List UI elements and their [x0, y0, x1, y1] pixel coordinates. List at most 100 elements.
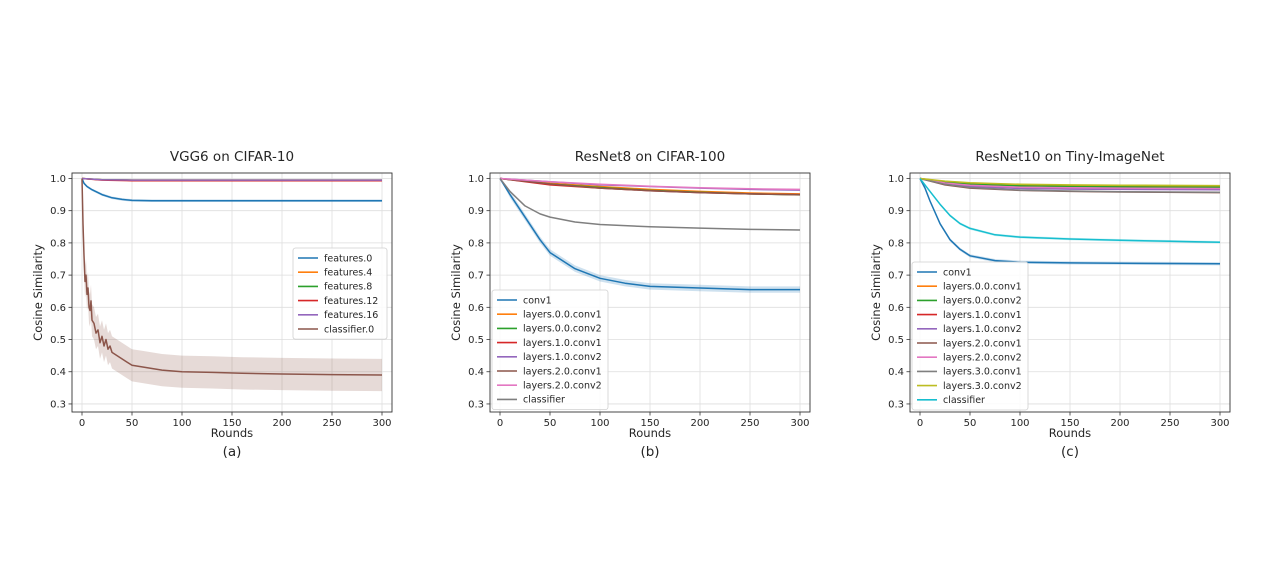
legend-entry: features.8: [324, 282, 372, 293]
x-tick-label: 0: [497, 418, 503, 429]
chart-panel-1: 0 50 100 150 200 250 300 0.3 0.4 0.5 0.6 0.7 0.8 0.9 1…: [31, 149, 393, 460]
legend-entry: conv1: [943, 267, 972, 278]
y-tick-label: 0.3: [50, 399, 66, 410]
chart-title: ResNet8 on CIFAR-100: [575, 149, 725, 165]
legend: conv1 layers.0.0.conv1 layers.0.0.conv2 lay…: [911, 261, 1029, 411]
legend-entry: layers.2.0.conv2: [523, 381, 602, 392]
legend-entry: layers.2.0.conv2: [943, 353, 1022, 364]
series-line-6: [81, 178, 383, 376]
y-tick-label: 0.5: [50, 335, 66, 346]
legend-entry: layers.1.0.conv2: [523, 352, 602, 363]
series-line-5: [81, 177, 382, 181]
x-axis-label: Rounds: [211, 426, 253, 440]
legend-entry: layers.0.0.conv2: [943, 296, 1022, 307]
legend-entry: layers.1.0.conv1: [523, 338, 602, 349]
legend-entry: features.4: [324, 268, 372, 279]
legend-entry: features.12: [324, 296, 378, 307]
y-tick-label: 0.5: [888, 335, 904, 346]
series-line-7: [499, 177, 801, 191]
y-tick-label: 0.3: [888, 399, 904, 410]
y-tick-label: 1.0: [50, 174, 66, 185]
y-tick-label: 1.0: [888, 174, 904, 185]
y-tick-label: 0.9: [468, 206, 484, 217]
legend-entry: features.16: [324, 310, 378, 321]
series-line-8: [499, 178, 801, 231]
legend-box: [491, 289, 609, 410]
legend-entry: layers.1.0.conv2: [943, 324, 1022, 335]
y-tick-label: 0.6: [50, 303, 66, 314]
y-tick-label: 0.3: [468, 399, 484, 410]
x-axis-label: Rounds: [1049, 426, 1091, 440]
x-tick-label: 300: [372, 418, 391, 429]
y-tick-label: 1.0: [468, 174, 484, 185]
x-tick-label: 150: [640, 418, 659, 429]
y-tick-label: 0.7: [468, 271, 484, 282]
x-tick-label: 50: [544, 418, 557, 429]
x-tick-label: 250: [1160, 418, 1179, 429]
legend-entry: classifier: [943, 395, 985, 406]
y-tick-label: 0.4: [468, 367, 484, 378]
legend-entry: classifier: [523, 395, 565, 406]
x-tick-label: 0: [79, 418, 85, 429]
y-tick-label: 0.7: [50, 271, 66, 282]
series-line-7: [919, 177, 1221, 190]
series-line-1: [499, 178, 800, 291]
y-tick-label: 0.4: [888, 367, 904, 378]
series-line-1: [81, 178, 382, 202]
legend-entry: features.0: [324, 253, 372, 264]
y-axis-label: Cosine Similarity: [869, 244, 883, 341]
x-tick-label: 50: [126, 418, 139, 429]
y-axis-label: Cosine Similarity: [449, 244, 463, 341]
y-tick-label: 0.8: [50, 238, 66, 249]
legend: features.0 features.4 features.8 features.1…: [292, 247, 388, 340]
series-line-6: [499, 177, 801, 196]
legend: conv1 layers.0.0.conv1 layers.0.0.conv2 lay…: [491, 289, 609, 410]
x-tick-label: 200: [272, 418, 291, 429]
legend-box: [292, 247, 388, 340]
series-line-10: [919, 178, 1221, 244]
x-tick-label: 200: [1110, 418, 1129, 429]
x-tick-label: 100: [172, 418, 191, 429]
x-tick-label: 150: [1060, 418, 1079, 429]
legend-entry: layers.0.0.conv2: [523, 324, 602, 335]
legend-entry: layers.0.0.conv1: [943, 282, 1022, 293]
x-tick-label: 200: [690, 418, 709, 429]
series-band-1: [82, 178, 382, 202]
series-line-8: [919, 177, 1221, 194]
legend-entry: layers.0.0.conv1: [523, 310, 602, 321]
figure-caption: (a): [223, 444, 242, 460]
legend-entry: layers.2.0.conv1: [943, 338, 1022, 349]
y-tick-label: 0.4: [50, 367, 66, 378]
chart-title: ResNet10 on Tiny-ImageNet: [975, 149, 1164, 165]
figure-caption: (b): [640, 444, 659, 460]
y-tick-label: 0.6: [468, 303, 484, 314]
legend-box: [911, 261, 1029, 411]
y-tick-label: 0.8: [468, 238, 484, 249]
y-tick-label: 0.5: [468, 335, 484, 346]
x-axis-label: Rounds: [629, 426, 671, 440]
x-tick-label: 300: [1210, 418, 1229, 429]
legend-entry: layers.3.0.conv2: [943, 381, 1022, 392]
y-tick-label: 0.9: [50, 206, 66, 217]
legend-entry: layers.3.0.conv1: [943, 367, 1022, 378]
x-tick-label: 50: [964, 418, 977, 429]
legend-entry: classifier.0: [324, 324, 374, 335]
chart-panel-2: 0 50 100 150 200 250 300 0.3 0.4 0.5 0.6 0.7 0.8 0.9 1…: [449, 149, 811, 460]
legend-entry: layers.1.0.conv1: [943, 310, 1022, 321]
chart-title: VGG6 on CIFAR-10: [170, 149, 294, 165]
legend-entry: conv1: [523, 295, 552, 306]
chart-panel-3: 0 50 100 150 200 250 300 0.3 0.4 0.5 0.6 0.7 0.8 0.9 1…: [869, 149, 1231, 460]
x-tick-label: 300: [790, 418, 809, 429]
figure-caption: (c): [1061, 444, 1079, 460]
y-axis-label: Cosine Similarity: [31, 244, 45, 341]
x-tick-label: 0: [917, 418, 923, 429]
y-tick-label: 0.7: [888, 271, 904, 282]
series-line-1: [919, 178, 1221, 265]
y-tick-label: 0.8: [888, 238, 904, 249]
x-tick-label: 100: [1010, 418, 1029, 429]
series-band-6: [82, 178, 382, 392]
y-tick-label: 0.9: [888, 206, 904, 217]
y-tick-label: 0.6: [888, 303, 904, 314]
x-tick-label: 250: [740, 418, 759, 429]
